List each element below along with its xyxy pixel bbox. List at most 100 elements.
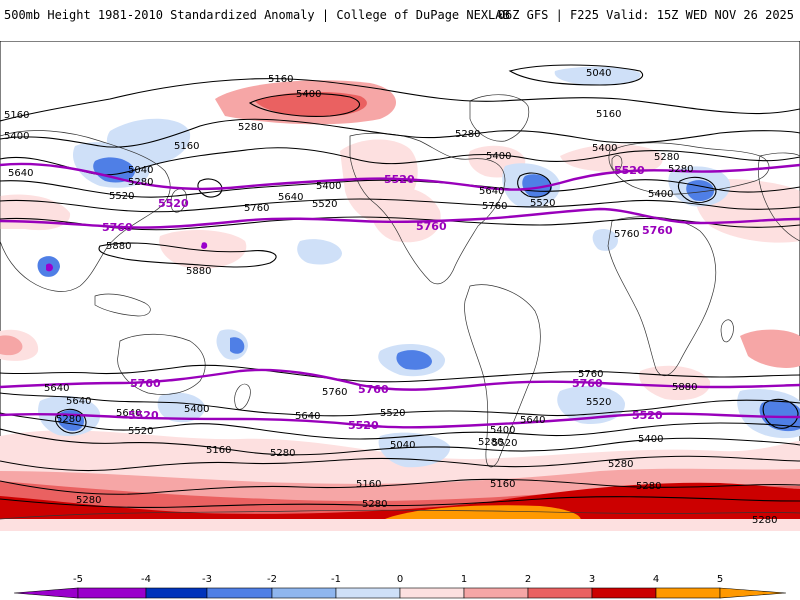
contour-5160-south: [0, 478, 800, 495]
key-label-5520-n1: 5520: [158, 197, 189, 210]
contour-5160-arctic-low: [508, 64, 643, 86]
anomaly-neg1-tropical-atl: [592, 229, 618, 251]
contour-label-5520-n3: 5520: [530, 198, 555, 209]
key-label-5760-n3: 5760: [642, 224, 673, 237]
contour-label-5280-n2: 5280: [455, 129, 480, 140]
purple-5520-north: [0, 162, 800, 191]
anomaly-pos1-strip-bottom: [0, 519, 800, 531]
contour-label-5280-s7: 5280: [478, 437, 503, 448]
anomaly-pos1-pacific: [159, 229, 247, 269]
contour-label-5640-s4: 5640: [520, 415, 545, 426]
anomaly-shading: [0, 66, 800, 531]
contour-label-5640-s3: 5640: [116, 408, 141, 419]
colorbar-swatch-pos3: [591, 587, 657, 599]
contour-label-5640-n2: 5640: [278, 192, 303, 203]
colorbar-tick-1: 1: [461, 574, 467, 585]
colorbar: -5 -4 -3 -2 -1 0 1 2 3 4 5: [13, 574, 787, 599]
colorbar-tick-3: 3: [589, 574, 595, 585]
contour-label-5520-s2: 5520: [128, 426, 153, 437]
contour-label-5880-n1: 5880: [106, 241, 131, 252]
contour-label-5520-s4: 5520: [492, 438, 517, 449]
contour-label-5040-n1: 5040: [586, 68, 611, 79]
contour-5760-south: [0, 364, 800, 383]
contour-label-5880-n2: 5880: [186, 266, 211, 277]
contour-label-5400-s3: 5400: [490, 425, 515, 436]
contour-label-5400-s2: 5400: [638, 434, 663, 445]
key-label-5520-s2: 5520: [348, 419, 379, 432]
contour-label-5640-s2: 5640: [295, 411, 320, 422]
colorbar-tick-minus2: -2: [267, 574, 277, 585]
contour-label-5040-s1: 5040: [390, 440, 415, 451]
purple-5760-north: [0, 207, 800, 229]
contour-5040-south: [0, 496, 800, 509]
contour-label-5640-s5: 5640: [44, 383, 69, 394]
contour-label-5160-n3: 5160: [174, 141, 199, 152]
colorbar-swatch-pos1: [463, 587, 529, 599]
contour-5640-north: [0, 198, 800, 213]
contour-label-5520-s3: 5520: [586, 397, 611, 408]
contour-label-5400-s1: 5400: [184, 404, 209, 415]
contour-5160-north: [0, 78, 800, 122]
key-label-5520-n2: 5520: [384, 173, 415, 186]
contour-label-5280-s8: 5280: [362, 499, 387, 510]
contour-5280-south: [0, 455, 800, 472]
colorbar-tick-5: 5: [717, 574, 723, 585]
contour-label-5400-n6: 5400: [648, 189, 673, 200]
contour-label-5280-n5: 5280: [668, 164, 693, 175]
contour-label-5400-n2: 5400: [4, 131, 29, 142]
anomaly-neg5-indian-dot: [46, 263, 53, 272]
contour-5520-south: [0, 412, 800, 440]
contour-s-indian-low: [55, 408, 87, 434]
coast-europe: [608, 142, 770, 195]
map-header: 500mb Height 1981-2010 Standardized Anom…: [0, 0, 800, 30]
colorbar-tick-2: 2: [525, 574, 531, 585]
anomaly-pos2-indian-core: [0, 335, 23, 356]
contour-label-5640-n1: 5640: [8, 168, 33, 179]
contour-label-5280-s2: 5280: [608, 459, 633, 470]
contour-5520-north: [0, 179, 800, 198]
colorbar-tick-minus1: -1: [331, 574, 341, 585]
contour-label-5280-n1: 5280: [238, 122, 263, 133]
anomaly-pos1-na-west: [368, 186, 441, 243]
coast-asia-left: [0, 130, 171, 292]
contour-5640-south: [0, 392, 800, 417]
key-label-5760-n2: 5760: [416, 220, 447, 233]
contour-label-5400-n4: 5400: [316, 181, 341, 192]
purple-5760-south: [0, 368, 800, 391]
contour-label-5280-n4: 5280: [128, 177, 153, 188]
contour-label-5880-s1: 5880: [672, 382, 697, 393]
anomaly-neg1-pacific-mid: [297, 239, 342, 265]
contour-label-5280-s5: 5280: [76, 495, 101, 506]
contour-europe-low: [677, 176, 717, 204]
key-label-5760-s2: 5760: [358, 383, 389, 396]
colorbar-tick-minus3: -3: [202, 574, 212, 585]
anomaly-neg3-south-pacific: [396, 350, 432, 370]
coast-africa: [607, 216, 717, 377]
key-label-5520-s3: 5520: [632, 409, 663, 422]
colorbar-tick-0: 0: [397, 574, 403, 585]
contour-label-5760-n1: 5760: [244, 203, 269, 214]
contour-label-5160-s3: 5160: [356, 479, 381, 490]
anomaly-map: 5160 5040 5400 5160 5400 5280 5160 5280 …: [0, 41, 800, 531]
contour-label-5640-n3: 5640: [479, 186, 504, 197]
anomaly-pos2-australia-east: [740, 329, 800, 368]
contour-label-5760-s1: 5760: [578, 369, 603, 380]
coast-indonesia: [94, 293, 151, 317]
purple-5520-south: [0, 412, 800, 429]
contour-label-5040-n2: 5040: [128, 165, 153, 176]
key-label-5760-s1: 5760: [130, 377, 161, 390]
contour-5400-arctic-ring: [248, 93, 361, 117]
colorbar-tick-minus4: -4: [141, 574, 151, 585]
contour-label-5160-n4: 5160: [596, 109, 621, 120]
anomaly-pos3-arctic-core: [255, 91, 367, 117]
key-label-5760-n1: 5760: [102, 221, 133, 234]
coast-north-america: [349, 132, 506, 285]
colorbar-swatch-neg4: [145, 587, 208, 599]
colorbar-tick-4: 4: [653, 574, 659, 585]
key-label-5520-n3: 5520: [614, 164, 645, 177]
contour-label-5280-n3: 5280: [654, 152, 679, 163]
contour-label-5760-s2: 5760: [322, 387, 347, 398]
contour-label-5280-s4: 5280: [752, 515, 777, 526]
coast-uk: [611, 155, 623, 171]
colorbar-swatch-pos4: [655, 587, 721, 599]
